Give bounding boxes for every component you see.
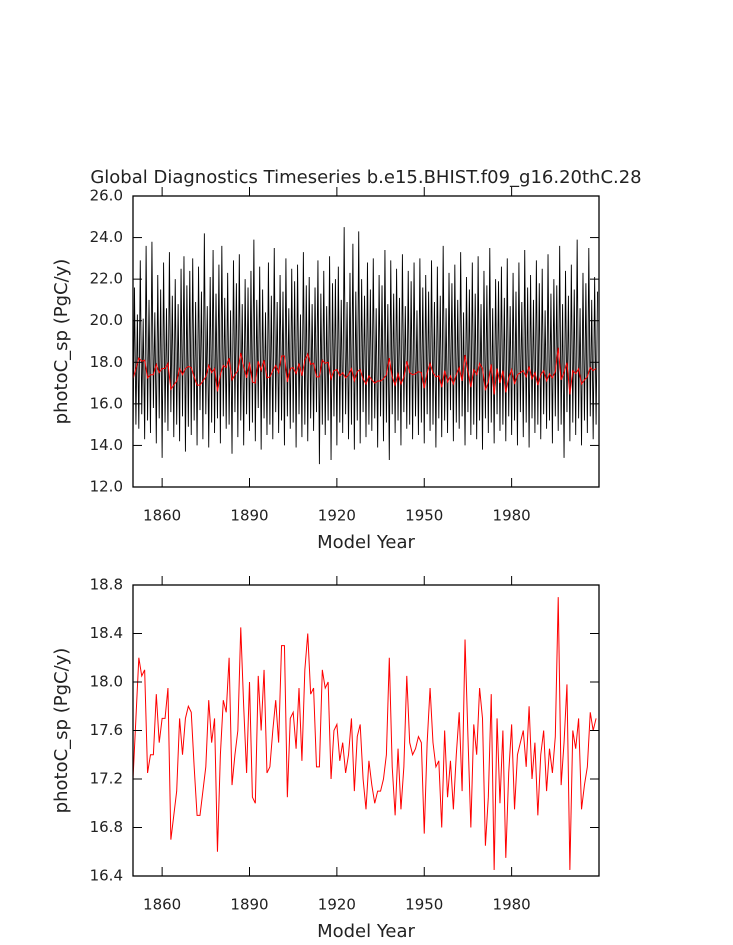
y-tick-label: 18.4 [90,624,123,642]
y-axis-label: photoC_sp (PgC/y) [51,259,72,425]
x-axis-label: Model Year [317,532,415,553]
series-line [132,347,597,395]
y-tick-label: 17.2 [90,770,123,788]
plot-frame [132,584,600,877]
x-tick-label: 1860 [143,507,181,525]
x-tick-label: 1920 [318,507,356,525]
x-tick-label: 1980 [493,507,531,525]
x-tick-label: 1950 [405,507,443,525]
x-tick-label: 1950 [405,896,443,914]
panel: Global Diagnostics Timeseries b.e15.BHIS… [51,167,642,553]
x-tick-label: 1890 [230,507,268,525]
y-tick-label: 16.0 [90,394,123,412]
plot-frame [132,195,600,488]
x-tick-label: 1890 [230,896,268,914]
y-tick-label: 24.0 [90,228,123,246]
panel: 16.4 16.8 17.2 17.6 18.0 18.4 18.8 1860 1890 1920… [51,576,600,942]
y-tick-label: 22.0 [90,270,123,288]
y-tick-label: 17.6 [90,721,123,739]
series-line [132,597,597,870]
y-tick-label: 16.4 [90,867,123,885]
chart-title: Global Diagnostics Timeseries b.e15.BHIS… [90,167,641,188]
y-axis-label: photoC_sp (PgC/y) [51,648,72,814]
y-tick-label: 18.8 [90,576,123,594]
x-tick-label: 1920 [318,896,356,914]
x-tick-label: 1860 [143,896,181,914]
y-tick-label: 16.8 [90,818,123,836]
y-tick-label: 20.0 [90,311,123,329]
y-tick-label: 14.0 [90,436,123,454]
x-axis-label: Model Year [317,921,415,942]
y-tick-label: 12.0 [90,478,123,496]
y-tick-label: 26.0 [90,187,123,205]
x-tick-label: 1980 [493,896,531,914]
y-tick-label: 18.0 [90,353,123,371]
y-tick-label: 18.0 [90,673,123,691]
series-line [132,227,598,465]
